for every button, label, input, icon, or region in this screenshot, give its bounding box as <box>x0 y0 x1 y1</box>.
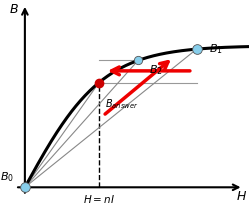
Text: $B_{answer}$: $B_{answer}$ <box>105 97 138 111</box>
Text: $B_0$: $B_0$ <box>0 170 14 184</box>
Text: $H = nI$: $H = nI$ <box>83 193 115 205</box>
Text: $B_1$: $B_1$ <box>209 42 223 56</box>
Text: $B_2$: $B_2$ <box>149 63 162 77</box>
Text: $B$: $B$ <box>9 2 19 15</box>
Text: $H$: $H$ <box>236 190 247 203</box>
